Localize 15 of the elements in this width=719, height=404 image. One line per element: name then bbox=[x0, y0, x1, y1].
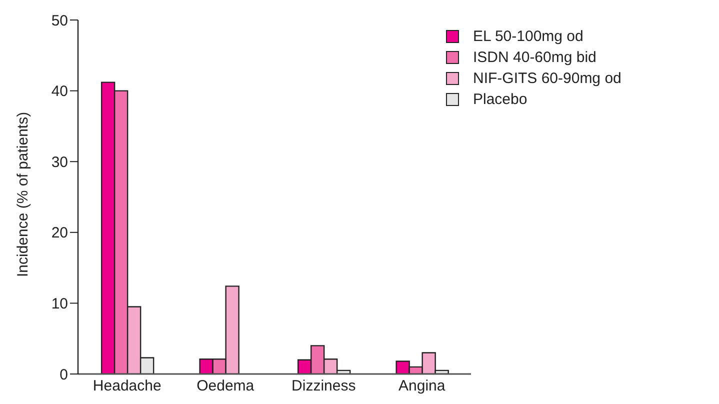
legend-label: ISDN 40-60mg bid bbox=[473, 48, 596, 68]
x-tick-label: Headache bbox=[92, 378, 162, 395]
legend-label: NIF-GITS 60-90mg od bbox=[473, 69, 622, 89]
legend-label: Placebo bbox=[473, 90, 528, 110]
x-tick-label: Dizziness bbox=[292, 378, 356, 395]
y-tick-label: 40 bbox=[51, 83, 68, 100]
x-tick-label: Angina bbox=[398, 378, 446, 395]
y-tick-label: 0 bbox=[60, 366, 68, 384]
y-axis-title: Incidence (% of patients) bbox=[14, 112, 32, 277]
x-tick-label: Oedema bbox=[196, 378, 255, 395]
y-tick-label: 50 bbox=[51, 12, 68, 30]
y-tick-label: 10 bbox=[51, 296, 68, 313]
legend-label: EL 50-100mg od bbox=[473, 27, 584, 47]
y-tick-label: 30 bbox=[51, 154, 68, 171]
y-tick-label: 20 bbox=[51, 224, 68, 242]
